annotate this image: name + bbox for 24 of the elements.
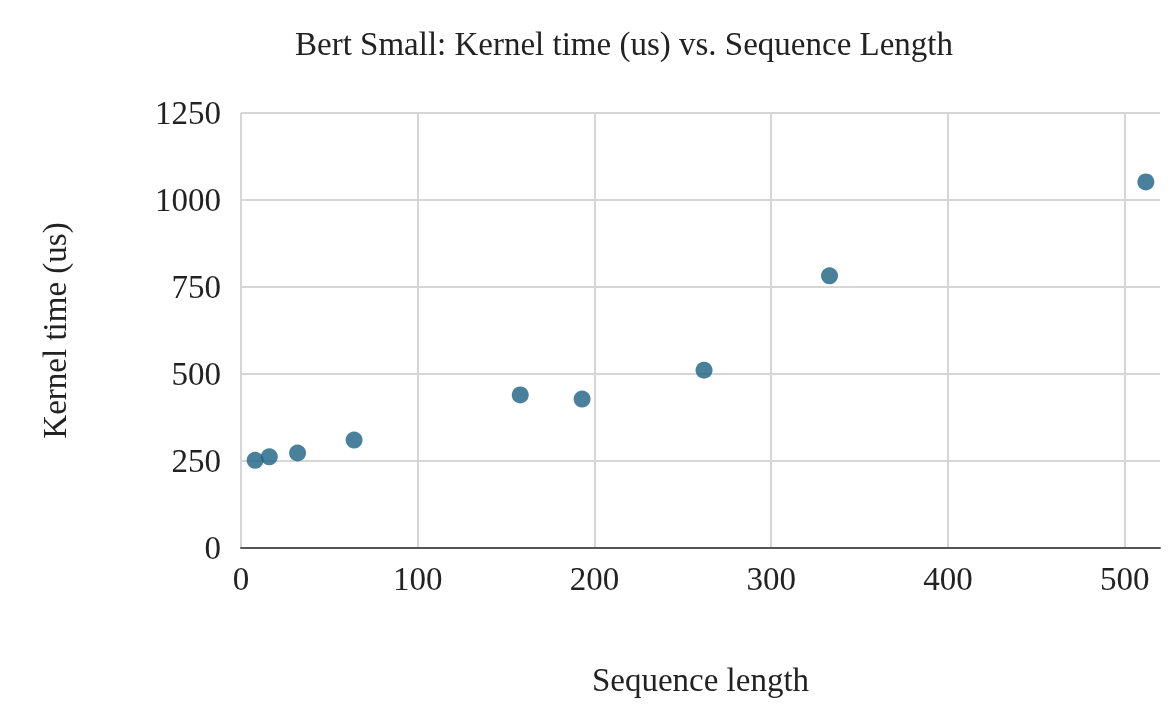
point [260, 448, 278, 466]
y-tick-label: 1250 [155, 95, 221, 131]
point [1137, 173, 1155, 191]
point [246, 451, 264, 469]
x-tick-label: 400 [923, 560, 973, 597]
chart-title: Bert Small: Kernel time (us) vs. Sequence Length [294, 25, 954, 63]
point [511, 386, 529, 404]
y-tick-label: 1000 [155, 182, 221, 218]
y-tick-label: 0 [204, 530, 221, 566]
x-tick-label: 200 [569, 560, 620, 597]
y-tick-label: 500 [171, 356, 221, 392]
point [573, 390, 591, 408]
y-tick-label: 750 [171, 269, 221, 305]
x-axis-title: Sequence length [591, 661, 810, 698]
x-tick-label: 0 [232, 560, 250, 597]
point [695, 361, 713, 379]
x-tick-label: 500 [1099, 560, 1150, 597]
y-tick-label: 250 [171, 443, 221, 479]
point [345, 431, 363, 449]
x-tick-label: 100 [392, 560, 443, 597]
point [289, 444, 307, 462]
x-tick-label: 300 [746, 560, 796, 597]
y-axis-title: Kernel time (us) [36, 222, 74, 439]
point [821, 267, 839, 285]
